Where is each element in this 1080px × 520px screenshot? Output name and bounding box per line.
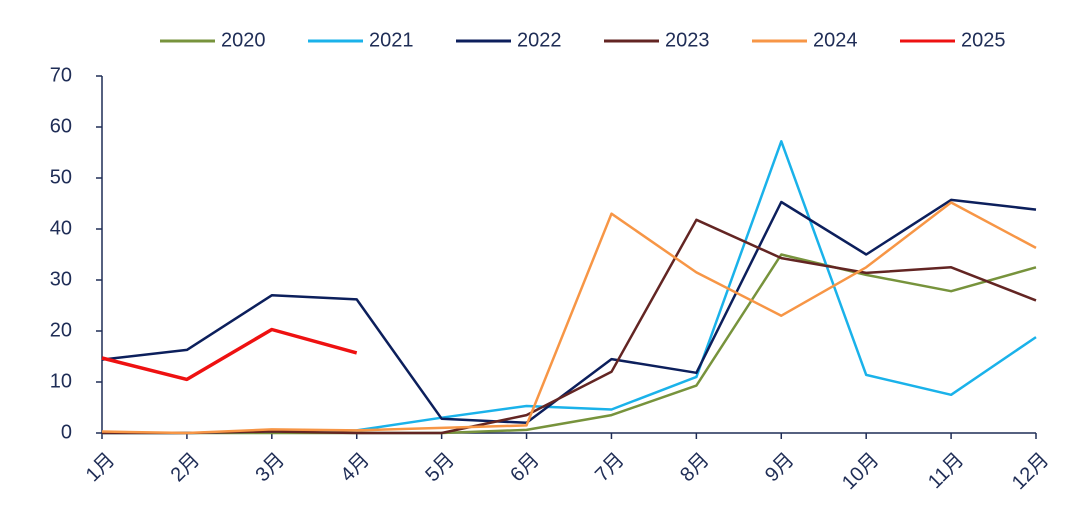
series-line (102, 253, 1037, 435)
x-tick-label: 6月 (506, 449, 544, 487)
y-tick-label: 10 (50, 370, 72, 392)
series-line (102, 218, 1037, 435)
legend-label: 2022 (517, 29, 562, 51)
y-tick-label: 70 (50, 64, 72, 86)
x-tick-label: 7月 (591, 449, 629, 487)
y-tick-label: 20 (50, 319, 72, 341)
x-tick-label: 8月 (676, 449, 714, 487)
series-line (101, 327, 358, 382)
x-tick-label: 10月 (838, 449, 883, 494)
series-line (101, 198, 1037, 425)
y-tick-label: 50 (50, 166, 72, 188)
y-tick-label: 30 (50, 268, 72, 290)
series-line (102, 140, 1037, 435)
x-tick-label: 4月 (336, 449, 374, 487)
x-tick-label: 2月 (167, 449, 205, 487)
x-tick-label: 12月 (1008, 449, 1053, 494)
legend-label: 2024 (813, 29, 858, 51)
legend-label: 2025 (961, 29, 1006, 51)
y-tick-label: 60 (50, 115, 72, 137)
x-tick-label: 3月 (252, 449, 290, 487)
x-tick-label: 1月 (82, 449, 120, 487)
legend-label: 2020 (221, 29, 266, 51)
series-line (101, 201, 1037, 435)
y-tick-label: 0 (61, 421, 72, 443)
x-tick-label: 5月 (421, 449, 459, 487)
x-tick-label: 9月 (761, 449, 799, 487)
legend-label: 2021 (369, 29, 414, 51)
x-tick-label: 11月 (924, 449, 968, 493)
legend-label: 2023 (665, 29, 710, 51)
y-tick-label: 40 (50, 217, 72, 239)
